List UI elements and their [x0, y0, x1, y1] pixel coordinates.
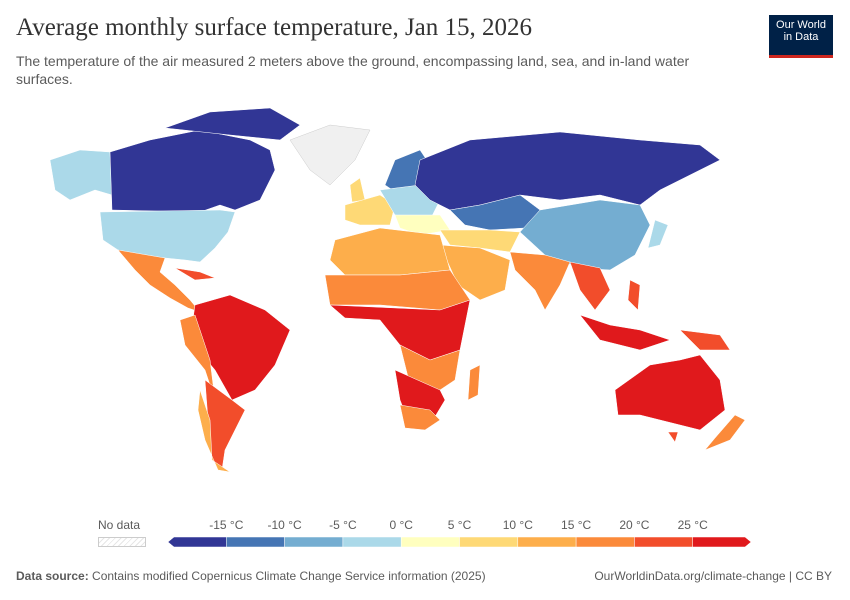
legend-tick-label: 5 °C [447, 518, 472, 532]
region-new-zealand[interactable] [704, 414, 746, 451]
region-south-africa[interactable] [399, 404, 441, 431]
region-western-europe[interactable] [344, 194, 396, 226]
legend-bin[interactable] [400, 536, 460, 548]
legend-tick-label: -10 °C [267, 518, 302, 532]
region-canada[interactable] [109, 129, 276, 213]
legend-tick-label: -5 °C [329, 518, 357, 532]
legend-bin[interactable] [167, 536, 227, 548]
region-patagonia[interactable] [197, 389, 231, 473]
legend-tick-label: -15 °C [209, 518, 244, 532]
logo-line-1: Our World [776, 19, 826, 31]
legend-bin[interactable] [226, 536, 285, 548]
legend-bin[interactable] [342, 536, 402, 548]
region-russia[interactable] [414, 131, 721, 211]
no-data-label: No data [98, 518, 141, 532]
logo-line-2: in Data [783, 31, 819, 43]
region-madagascar[interactable] [467, 364, 481, 401]
region-alaska[interactable] [49, 149, 113, 201]
owid-logo[interactable]: Our World in Data [769, 15, 833, 58]
region-greenland[interactable] [289, 124, 371, 186]
data-source-text: Contains modified Copernicus Climate Cha… [92, 569, 486, 583]
region-southeast-asia[interactable] [569, 261, 611, 311]
legend-tick-label: 15 °C [561, 518, 592, 532]
legend-bin[interactable] [459, 536, 519, 548]
region-central-africa[interactable] [329, 299, 471, 361]
region-japan[interactable] [647, 219, 669, 249]
region-india[interactable] [509, 251, 571, 311]
chart-title: Average monthly surface temperature, Jan… [16, 14, 533, 41]
region-southeast-europe[interactable] [394, 214, 451, 236]
region-australia[interactable] [614, 354, 726, 431]
legend-tick-label: 10 °C [502, 518, 533, 532]
no-data-swatch [98, 537, 146, 547]
legend-color-bar [167, 536, 752, 548]
region-north-africa[interactable] [329, 227, 451, 276]
region-usa[interactable] [99, 209, 236, 263]
legend-bin[interactable] [575, 536, 635, 548]
region-caribbean[interactable] [174, 267, 216, 281]
legend-tick-label: 20 °C [619, 518, 650, 532]
chart-subtitle: The temperature of the air measured 2 me… [16, 53, 690, 87]
data-source: Data source: Contains modified Copernicu… [16, 569, 486, 583]
data-source-label: Data source: [16, 569, 89, 583]
region-tasmania[interactable] [667, 431, 679, 443]
region-arctic-islands[interactable] [164, 107, 301, 141]
legend-bin[interactable] [517, 536, 577, 548]
region-sahel[interactable] [324, 269, 471, 311]
footer-link[interactable]: OurWorldinData.org/climate-change | CC B… [594, 569, 832, 583]
region-new-guinea[interactable] [679, 329, 731, 351]
region-indonesia[interactable] [579, 314, 671, 351]
legend-tick-label: 25 °C [677, 518, 708, 532]
legend-bin[interactable] [284, 536, 344, 548]
legend-bin[interactable] [692, 536, 752, 548]
region-uk[interactable] [349, 177, 366, 203]
region-philippines[interactable] [627, 279, 641, 311]
legend-bin[interactable] [634, 536, 693, 548]
legend-tick-label: 0 °C [389, 518, 413, 532]
